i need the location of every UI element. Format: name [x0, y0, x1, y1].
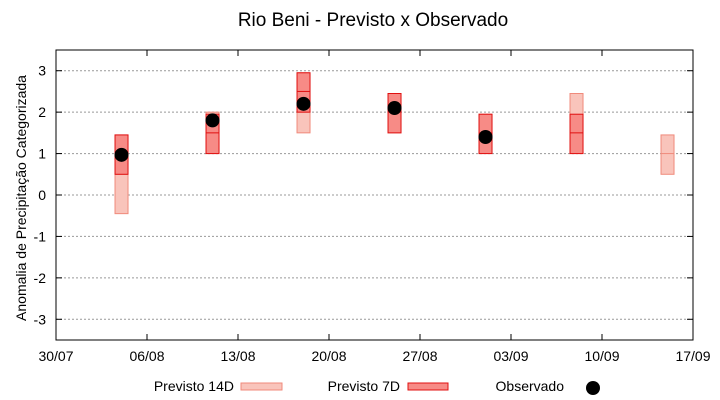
- grid: [56, 70, 693, 320]
- y-tick-label: 1: [38, 146, 46, 162]
- y-tick-label: -2: [34, 270, 47, 286]
- x-tick-label: 27/08: [402, 348, 437, 364]
- legend-label-previsto-7d: Previsto 7D: [328, 378, 400, 394]
- x-tick-label: 13/08: [220, 348, 255, 364]
- legend: Previsto 14D Previsto 7D Observado: [154, 378, 600, 395]
- series-previsto-7d: [114, 72, 584, 175]
- y-tick-label: -3: [34, 311, 47, 327]
- legend-marker-observado: [586, 381, 600, 395]
- y-tick-label: -1: [34, 228, 47, 244]
- previsto-14d-box: [660, 134, 675, 175]
- observado-point: [296, 96, 311, 111]
- legend-label-observado: Observado: [496, 378, 565, 394]
- chart-title: Rio Beni - Previsto x Observado: [238, 10, 508, 31]
- observado-point: [387, 101, 402, 115]
- x-tick-label: 17/09: [675, 348, 710, 364]
- observado-point: [205, 113, 220, 128]
- legend-swatch-previsto-7d: [407, 382, 449, 391]
- y-tick-label: 3: [38, 63, 46, 79]
- observado-point: [478, 130, 493, 144]
- x-tick-label: 03/09: [493, 348, 528, 364]
- x-tick-label: 20/08: [311, 348, 346, 364]
- previsto-7d-box: [569, 113, 584, 155]
- x-tick-label: 30/07: [38, 348, 73, 364]
- legend-swatch-previsto-14d: [240, 382, 283, 391]
- y-tick-label: 0: [38, 187, 46, 203]
- legend-label-previsto-14d: Previsto 14D: [154, 378, 234, 394]
- y-axis-label: Anomalia de Precipitação Categorizada: [13, 75, 29, 321]
- x-tick-label: 06/08: [129, 348, 164, 364]
- observado-point: [114, 147, 129, 162]
- y-axis: 3 2 1 0 -1 -2 -3: [34, 63, 693, 327]
- series-observado: [114, 96, 493, 162]
- y-tick-label: 2: [38, 104, 46, 120]
- x-axis: 30/07 06/08 13/08 20/08 27/08 03/09 10/09 17/09: [38, 50, 711, 364]
- x-tick-label: 10/09: [584, 348, 619, 364]
